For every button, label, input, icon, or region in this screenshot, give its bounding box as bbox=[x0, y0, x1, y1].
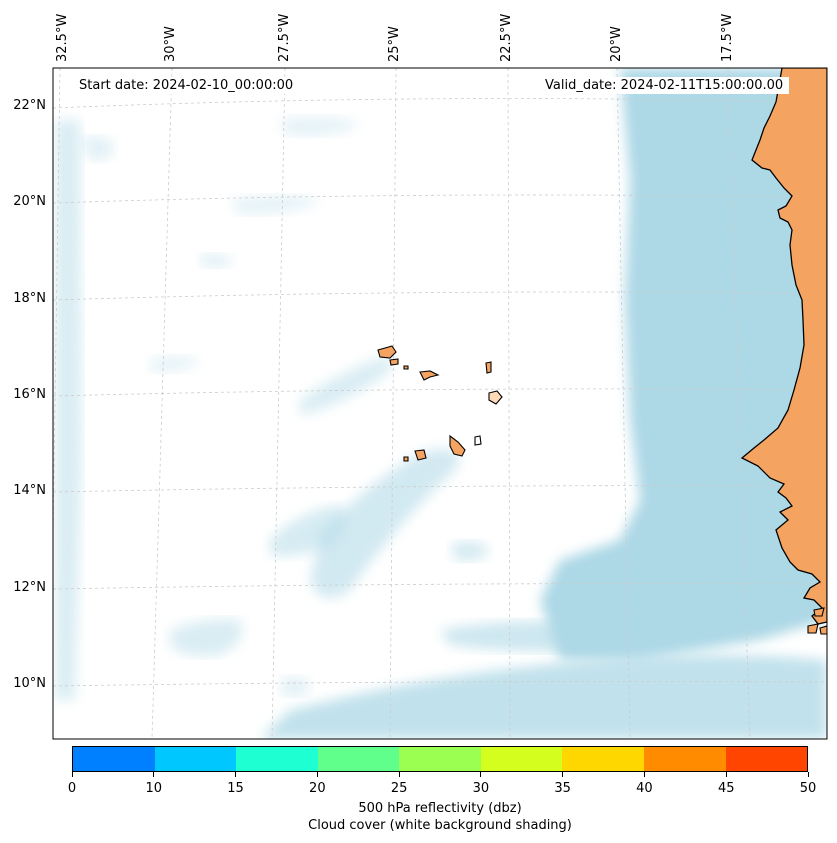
island-maio bbox=[474, 435, 482, 446]
start-date-label: Start date: 2024-02-10_00:00:00 bbox=[73, 77, 300, 94]
colorbar-tick bbox=[480, 772, 482, 777]
lon-label: 27.5°W bbox=[277, 13, 292, 62]
colorbar-sublabel: Cloud cover (white background shading) bbox=[308, 818, 572, 833]
island-boa-vista bbox=[488, 390, 503, 405]
colorbar-tick-label: 0 bbox=[67, 781, 77, 796]
lon-label: 25°W bbox=[387, 26, 402, 62]
colorbar-tick bbox=[71, 772, 73, 777]
colorbar-segment bbox=[725, 747, 808, 771]
colorbar-tick-label: 25 bbox=[390, 781, 408, 796]
lon-label: 22.5°W bbox=[499, 13, 514, 62]
lat-label: 20°N bbox=[13, 194, 46, 209]
graticule bbox=[53, 68, 827, 739]
colorbar-tick-label: 30 bbox=[472, 781, 490, 796]
island-sal bbox=[485, 361, 492, 374]
map-frame bbox=[52, 67, 828, 740]
lon-label: 30°W bbox=[163, 26, 178, 62]
colorbar-tick-label: 35 bbox=[554, 781, 571, 796]
lat-label: 12°N bbox=[13, 580, 46, 595]
colorbar-segment bbox=[562, 747, 644, 771]
colorbar-tick bbox=[643, 772, 645, 777]
colorbar-tick-label: 45 bbox=[717, 781, 735, 796]
lat-label: 16°N bbox=[13, 387, 46, 402]
colorbar-tick bbox=[807, 772, 809, 777]
island-santo-antao bbox=[377, 345, 397, 359]
colorbar-tick-label: 40 bbox=[636, 781, 653, 796]
island-santiago bbox=[449, 434, 466, 457]
lon-label: 32.5°W bbox=[55, 13, 70, 62]
colorbar-tick-label: 20 bbox=[309, 781, 326, 796]
cape-verde-islands bbox=[377, 345, 503, 462]
colorbar-segment bbox=[236, 747, 318, 771]
bissagos-islands bbox=[807, 607, 827, 635]
colorbar-tick bbox=[398, 772, 400, 777]
colorbar-label: 500 hPa reflectivity (dbz) bbox=[358, 801, 522, 816]
colorbar-tick-label: 10 bbox=[145, 781, 163, 796]
colorbar-segment bbox=[317, 747, 400, 771]
africa-coast bbox=[740, 68, 827, 625]
colorbar bbox=[72, 746, 808, 772]
lat-label: 14°N bbox=[13, 483, 46, 498]
cloud-cover bbox=[55, 68, 827, 739]
colorbar-tick bbox=[725, 772, 727, 777]
colorbar-segment bbox=[480, 747, 563, 771]
colorbar-tick bbox=[235, 772, 237, 777]
colorbar-tick-label: 15 bbox=[227, 781, 244, 796]
colorbar-segment bbox=[399, 747, 481, 771]
lon-label: 17.5°W bbox=[720, 13, 735, 62]
colorbar-tick-label: 50 bbox=[799, 781, 817, 796]
colorbar-tick bbox=[562, 772, 564, 777]
colorbar-tick bbox=[153, 772, 155, 777]
colorbar-tick bbox=[316, 772, 318, 777]
island-brava bbox=[403, 456, 409, 462]
colorbar-segment bbox=[73, 747, 155, 771]
lon-label: 20°W bbox=[609, 26, 624, 62]
colorbar-segment bbox=[643, 747, 726, 771]
lat-label: 22°N bbox=[13, 98, 46, 113]
valid-date-label: Valid_date: 2024-02-11T15:00:00.00 bbox=[539, 77, 790, 94]
island-sao-vicente bbox=[389, 358, 399, 366]
island-sao-nicolau bbox=[419, 370, 440, 381]
colorbar-segment bbox=[154, 747, 237, 771]
lat-label: 18°N bbox=[13, 291, 46, 306]
island-santa-luzia bbox=[403, 365, 409, 370]
lat-label: 10°N bbox=[13, 676, 46, 691]
island-fogo bbox=[414, 449, 427, 461]
